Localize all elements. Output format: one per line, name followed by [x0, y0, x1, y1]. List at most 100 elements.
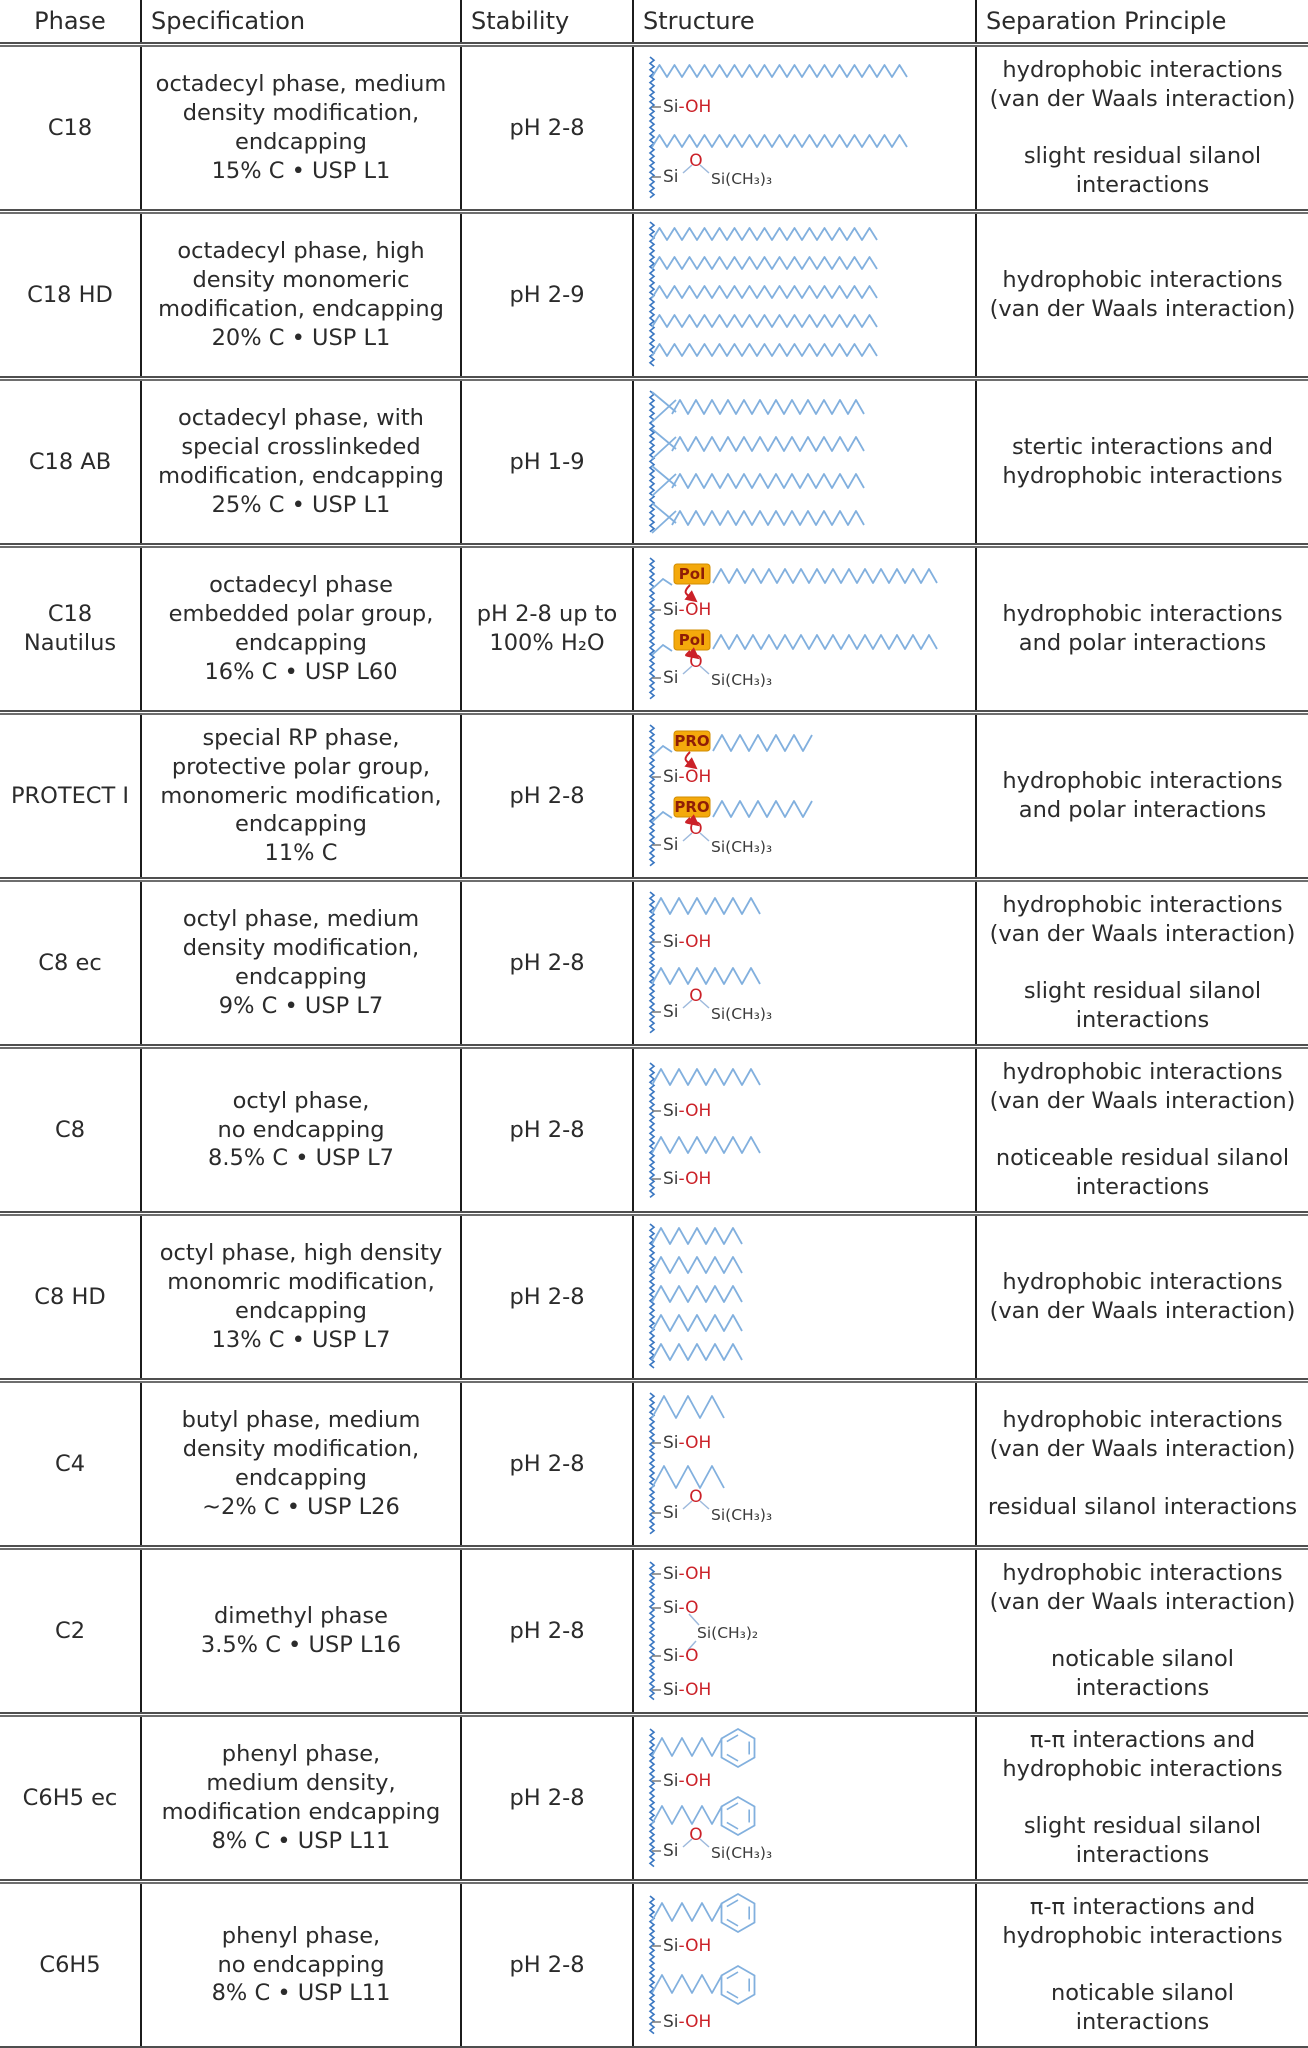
separation-principle-cell: hydrophobic interactions (van der Waals … [975, 214, 1308, 376]
specification-cell: octyl phase, no endcapping 8.5% C • USP … [140, 1049, 460, 1211]
specification-cell: octyl phase, medium density modification… [140, 882, 460, 1044]
table-row-c8-ec: C8 ec octyl phase, medium density modific… [0, 882, 1308, 1044]
svg-text:Si-O: Si-O [663, 1598, 699, 1618]
svg-text:O: O [689, 1487, 702, 1507]
header-stability: Stability [460, 0, 632, 42]
svg-text:Si-OH: Si-OH [663, 767, 711, 787]
specification-cell: special RP phase, protective polar group… [140, 715, 460, 877]
svg-text:Si(CH₃)₃: Si(CH₃)₃ [711, 671, 772, 689]
phase-cell: PROTECT I [10, 782, 130, 809]
row-separator [0, 1044, 1308, 1049]
svg-text:Si-OH: Si-OH [663, 932, 711, 952]
row-separator [0, 1712, 1308, 1717]
svg-text:O: O [689, 986, 702, 1006]
structure-diagram: Si-OH Si O Si(CH₃)₃ [648, 1727, 772, 1868]
phase-cell: C2 [54, 1617, 86, 1644]
svg-text:Si: Si [663, 1002, 679, 1022]
stability-cell: pH 2-8 [460, 1717, 632, 1879]
header-separation-principle: Separation Principle [975, 0, 1308, 42]
phase-cell: C6H5 [39, 1951, 101, 1978]
separation-principle-cell: hydrophobic interactions (van der Waals … [975, 47, 1308, 209]
svg-text:Si-OH: Si-OH [663, 1564, 711, 1584]
header-specification: Specification [140, 0, 460, 42]
separation-principle-cell: hydrophobic interactions (van der Waals … [975, 1049, 1308, 1211]
specification-cell: octadecyl phase, with special crosslinke… [140, 381, 460, 543]
table-row-c6h5: C6H5 phenyl phase, no endcapping 8% C • U… [0, 1884, 1308, 2046]
phase-cell: C8 ec [38, 949, 102, 976]
svg-text:Si-OH: Si-OH [663, 1101, 711, 1121]
structure-diagram [648, 1223, 743, 1369]
specification-cell: phenyl phase, medium density, modificati… [140, 1717, 460, 1879]
row-separator [0, 1545, 1308, 1550]
phase-cell: C8 [54, 1116, 86, 1143]
separation-principle-cell: hydrophobic interactions (van der Waals … [975, 1550, 1308, 1712]
svg-text:Si: Si [663, 1503, 679, 1523]
structure-cell: Si-OH Si-OH [632, 1049, 975, 1211]
row-separator [0, 710, 1308, 715]
row-separator [0, 1378, 1308, 1383]
table-row-protect-i: PROTECT I special RP phase, protective po… [0, 715, 1308, 877]
stability-cell: pH 2-9 [460, 214, 632, 376]
stability-cell: pH 2-8 [460, 715, 632, 877]
structure-cell [632, 214, 975, 376]
separation-principle-cell: hydrophobic interactions (van der Waals … [975, 882, 1308, 1044]
structure-cell [632, 1216, 975, 1378]
separation-principle-cell: hydrophobic interactions (van der Waals … [975, 1383, 1308, 1545]
table-row-c18-hd: C18 HD octadecyl phase, high density mono… [0, 214, 1308, 376]
separation-principle-cell: π-π interactions and hydrophobic interac… [975, 1717, 1308, 1879]
svg-text:Si-OH: Si-OH [663, 1169, 711, 1189]
phase-cell: C8 HD [34, 1283, 106, 1310]
table-row-c2: C2 dimethyl phase 3.5% C • USP L16 pH 2-8 S… [0, 1550, 1308, 1712]
row-separator [0, 543, 1308, 548]
svg-text:Si-OH: Si-OH [663, 600, 711, 620]
structure-cell [632, 381, 975, 543]
stability-cell: pH 2-8 [460, 1216, 632, 1378]
svg-text:Si-OH: Si-OH [663, 1433, 711, 1453]
structure-cell: PRO Si-OH PRO Si O Si(CH₃)₃ [632, 715, 975, 877]
specification-cell: phenyl phase, no endcapping 8% C • USP L… [140, 1884, 460, 2046]
stability-cell: pH 2-8 [460, 1049, 632, 1211]
table-row-c18-ab: C18 AB octadecyl phase, with special cros… [0, 381, 1308, 543]
phase-cell: C18 [47, 114, 93, 141]
row-separator [0, 209, 1308, 214]
separation-principle-cell: hydrophobic interactions and polar inter… [975, 548, 1308, 710]
specification-cell: octadecyl phase embedded polar group, en… [140, 548, 460, 710]
stability-cell: pH 2-8 up to 100% H₂O [460, 548, 632, 710]
specification-cell: octadecyl phase, high density monomeric … [140, 214, 460, 376]
structure-diagram: Si-OH Si-OH [648, 1892, 756, 2035]
phase-cell: C18 AB [28, 448, 112, 475]
stability-cell: pH 1-9 [460, 381, 632, 543]
structure-diagram: Si-OH Si-O Si(CH₃)₂ Si-O Si-OH [648, 1561, 758, 1701]
specification-cell: octyl phase, high density monomric modif… [140, 1216, 460, 1378]
specification-cell: octadecyl phase, medium density modifica… [140, 47, 460, 209]
phase-cell: C18 Nautilus [23, 601, 117, 656]
svg-text:Si-OH: Si-OH [663, 1936, 711, 1956]
header-separator-line [0, 42, 1308, 47]
separation-principle-cell: stertic interactions and hydrophobic int… [975, 381, 1308, 543]
phase-cell: C18 HD [27, 281, 113, 308]
structure-cell: Si-OH Si-O Si(CH₃)₂ Si-O Si-OH [632, 1550, 975, 1712]
table-body: C18 octadecyl phase, medium density modif… [0, 47, 1308, 2048]
header-phase: Phase [34, 6, 106, 35]
stability-cell: pH 2-8 [460, 1550, 632, 1712]
table-row-c6h5-ec: C6H5 ec phenyl phase, medium density, mod… [0, 1717, 1308, 1879]
svg-text:PRO: PRO [674, 732, 709, 750]
svg-text:Si(CH₃)₃: Si(CH₃)₃ [711, 1005, 772, 1023]
stability-cell: pH 2-8 [460, 1884, 632, 2046]
structure-cell: Si-OH Si-OH [632, 1884, 975, 2046]
separation-principle-cell: π-π interactions and hydrophobic interac… [975, 1884, 1308, 2046]
table-row-c18: C18 octadecyl phase, medium density modif… [0, 47, 1308, 209]
svg-text:Si: Si [663, 835, 679, 855]
svg-text:Si-O: Si-O [663, 1646, 699, 1666]
structure-diagram: Si-OH Si O Si(CH₃)₃ [648, 56, 908, 199]
stability-cell: pH 2-8 [460, 47, 632, 209]
row-separator [0, 376, 1308, 381]
stability-cell: pH 2-8 [460, 882, 632, 1044]
svg-text:Si-OH: Si-OH [663, 1771, 711, 1791]
header-structure: Structure [632, 0, 975, 42]
row-separator [0, 2046, 1308, 2048]
svg-text:Pol: Pol [679, 631, 705, 649]
svg-text:Si: Si [663, 1841, 679, 1861]
